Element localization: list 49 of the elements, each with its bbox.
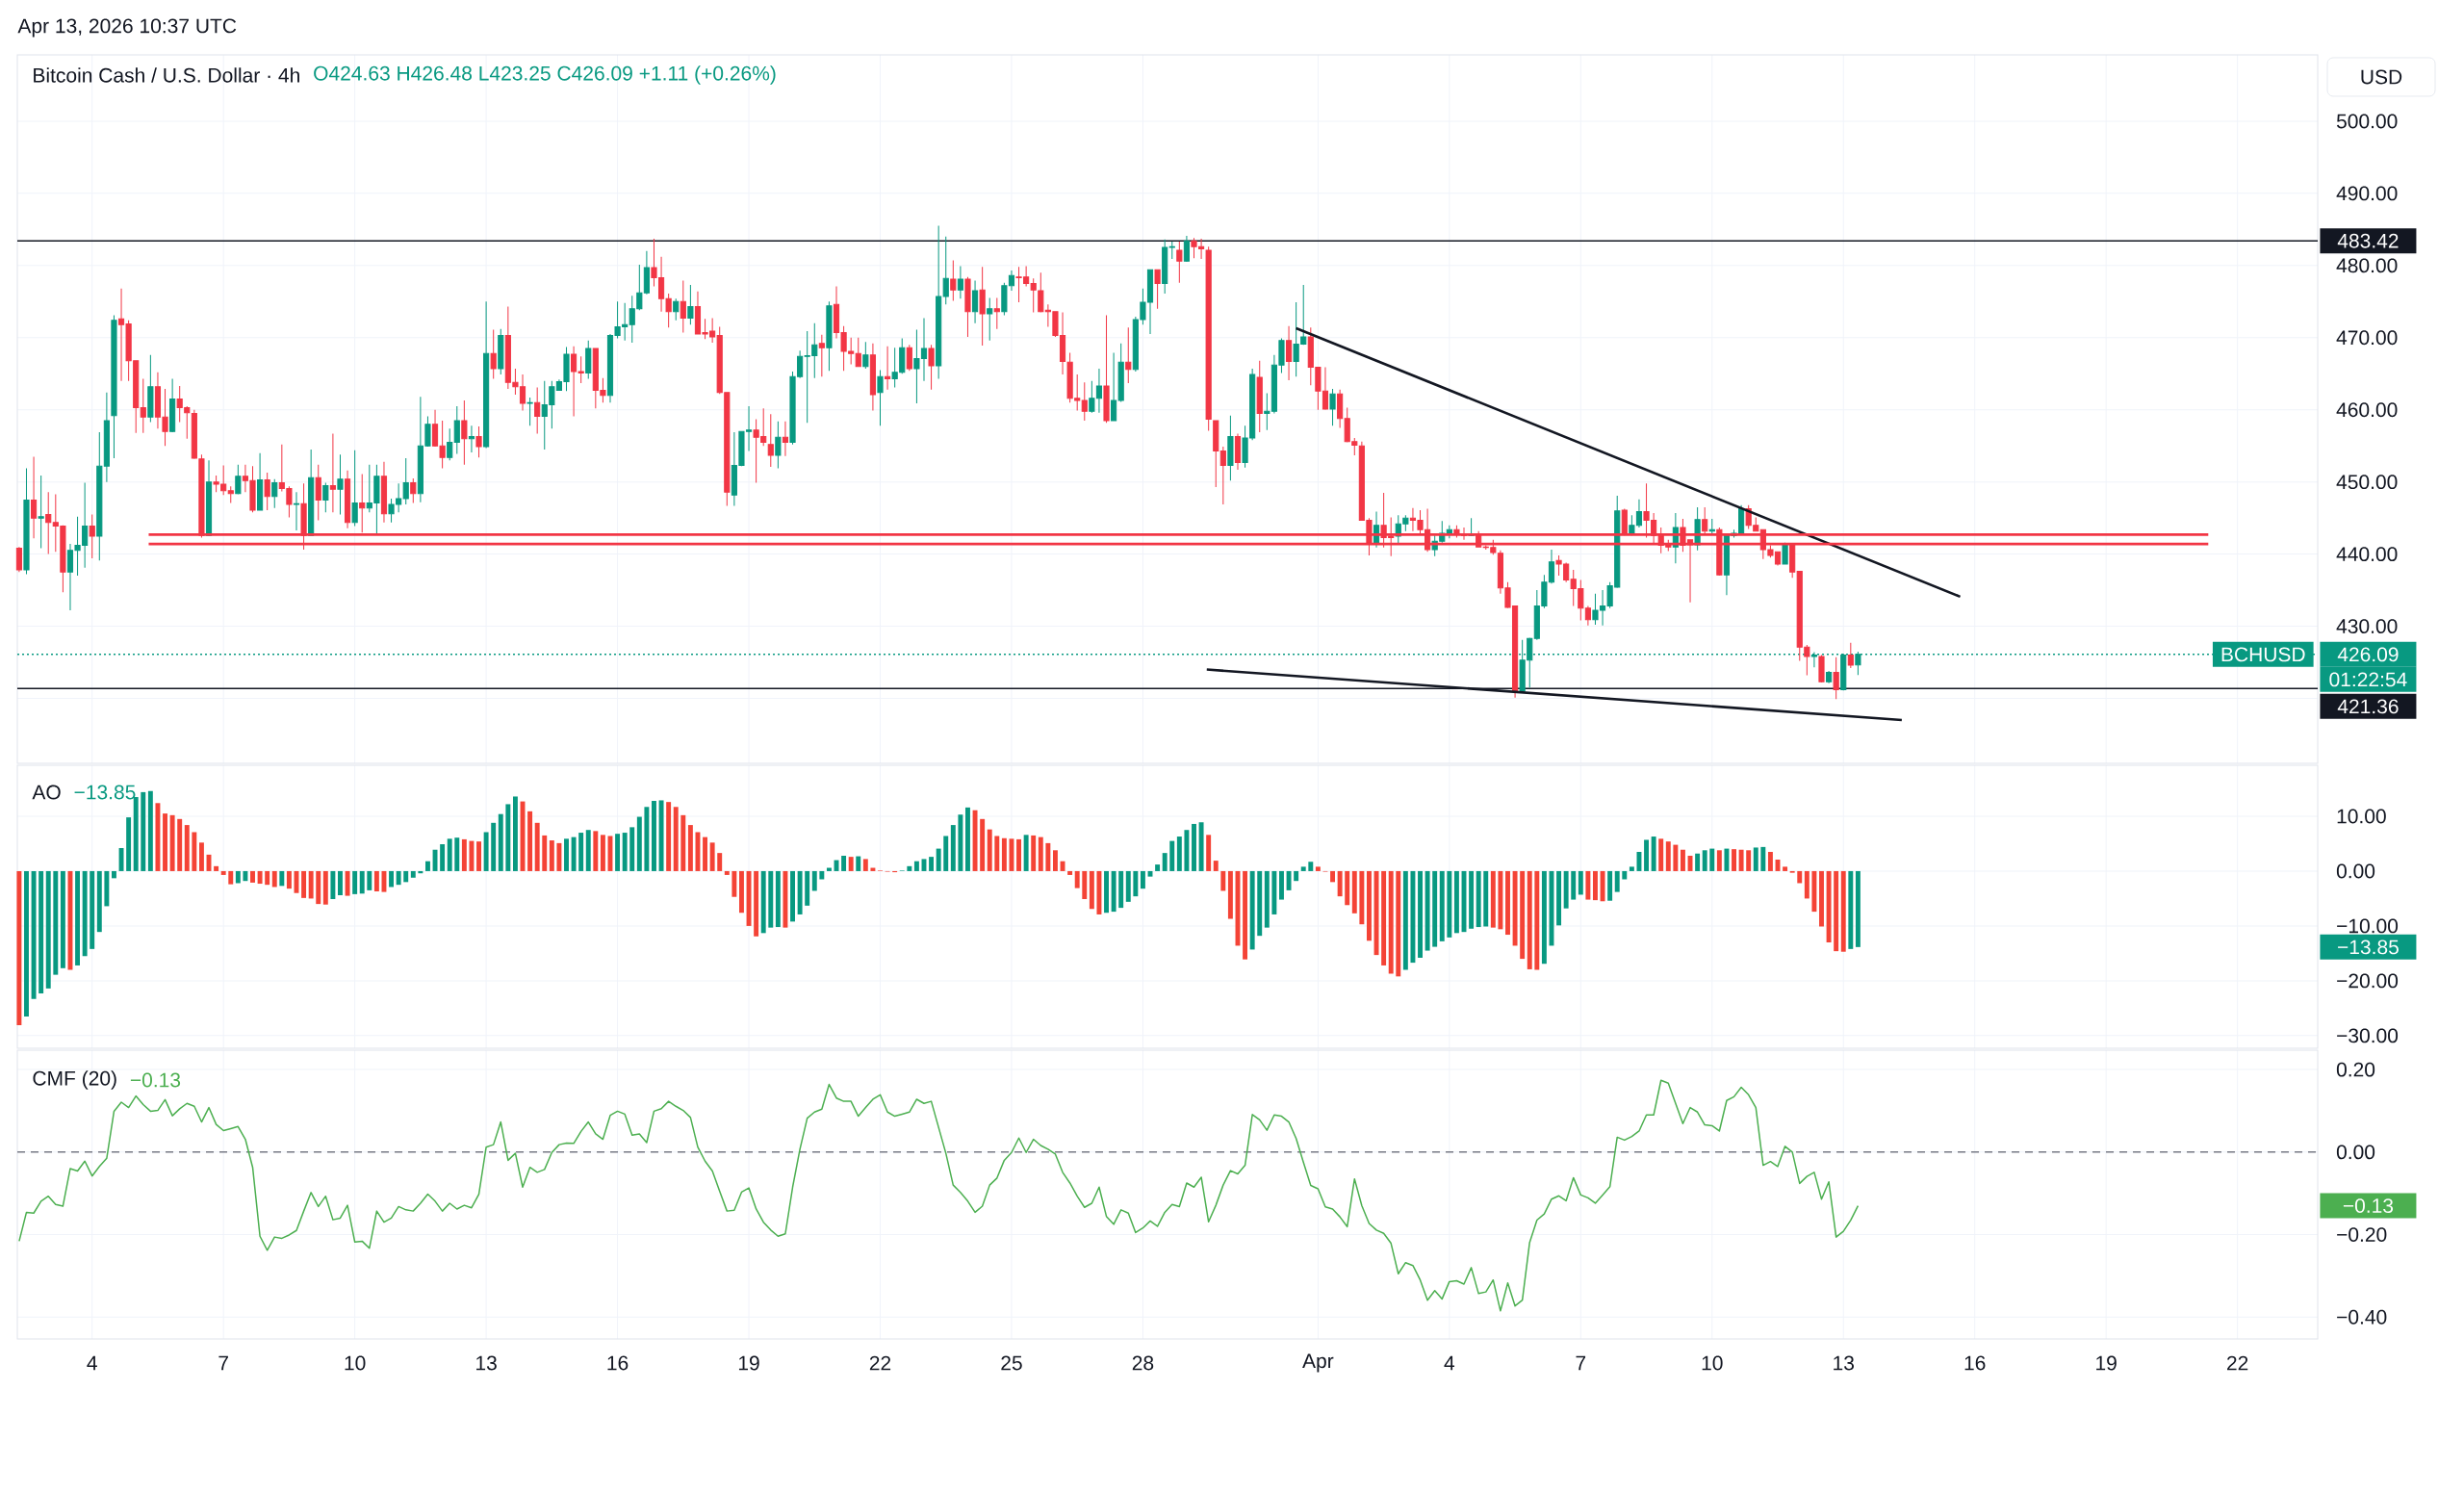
x-tick-label: 4 bbox=[1444, 1355, 1455, 1371]
x-tick-label: 4 bbox=[87, 1355, 97, 1371]
y-tick-label: −10.00 bbox=[2337, 918, 2399, 934]
text: −0.13 bbox=[2343, 1198, 2394, 1213]
x-tick-label: 22 bbox=[2227, 1355, 2248, 1371]
text: AO bbox=[32, 785, 61, 800]
ref-line-label: 483.42 bbox=[2337, 233, 2399, 248]
y-axis-title: USD bbox=[2361, 69, 2402, 85]
x-tick-label: 16 bbox=[607, 1355, 629, 1371]
y-tick-label: 500.00 bbox=[2336, 114, 2398, 129]
y-tick-label: 430.00 bbox=[2336, 619, 2398, 634]
x-tick-label: 16 bbox=[1964, 1355, 1986, 1371]
x-tick-label: 28 bbox=[1132, 1355, 1154, 1371]
y-tick-label: 10.00 bbox=[2337, 809, 2386, 824]
y-tick-label: −30.00 bbox=[2337, 1028, 2399, 1043]
y-tick-label: 440.00 bbox=[2336, 547, 2398, 562]
text: 01:22:54 bbox=[2329, 672, 2407, 687]
ref-line-label: 421.36 bbox=[2337, 699, 2399, 714]
x-tick-label: 19 bbox=[738, 1355, 759, 1371]
x-tick-label: 7 bbox=[218, 1355, 228, 1371]
x-tick-label: 10 bbox=[1702, 1355, 1723, 1371]
text: CMF (20) bbox=[33, 1070, 116, 1090]
x-tick-label: 13 bbox=[476, 1355, 497, 1371]
y-tick-label: 470.00 bbox=[2336, 330, 2398, 346]
x-tick-label: Apr bbox=[1302, 1353, 1334, 1373]
ref-line-label: 426.09 bbox=[2337, 647, 2399, 662]
y-tick-label: −20.00 bbox=[2337, 973, 2399, 989]
y-tick-label: −0.40 bbox=[2337, 1309, 2387, 1325]
text: Bitcoin Cash / U.S. Dollar · 4h bbox=[34, 67, 299, 83]
y-tick-label: −0.20 bbox=[2337, 1227, 2387, 1242]
x-tick-label: 19 bbox=[2096, 1355, 2117, 1371]
x-tick-label: 25 bbox=[1001, 1355, 1022, 1371]
text: O424.63 H426.48 L423.25 C426.09 +1.11 (+0.26%) bbox=[314, 65, 776, 85]
annotation: BCHUSD bbox=[2221, 647, 2305, 662]
x-tick-label: 13 bbox=[1834, 1355, 1854, 1371]
x-tick-label: 10 bbox=[345, 1355, 366, 1371]
y-tick-label: 490.00 bbox=[2336, 186, 2398, 201]
text: −0.13 bbox=[130, 1072, 181, 1088]
x-tick-label: 22 bbox=[869, 1355, 891, 1371]
y-tick-label: 460.00 bbox=[2336, 402, 2398, 418]
text: −13.85 bbox=[2338, 940, 2399, 955]
text: −13.85 bbox=[74, 785, 136, 800]
y-tick-label: 0.00 bbox=[2336, 863, 2375, 879]
y-tick-label: 450.00 bbox=[2336, 475, 2398, 490]
y-tick-label: 480.00 bbox=[2336, 258, 2398, 273]
y-tick-label: 0.20 bbox=[2336, 1062, 2375, 1077]
y-tick-label: 0.00 bbox=[2336, 1145, 2375, 1160]
text: Apr 13, 2026 10:37 UTC bbox=[17, 18, 237, 38]
x-tick-label: 7 bbox=[1576, 1355, 1586, 1371]
